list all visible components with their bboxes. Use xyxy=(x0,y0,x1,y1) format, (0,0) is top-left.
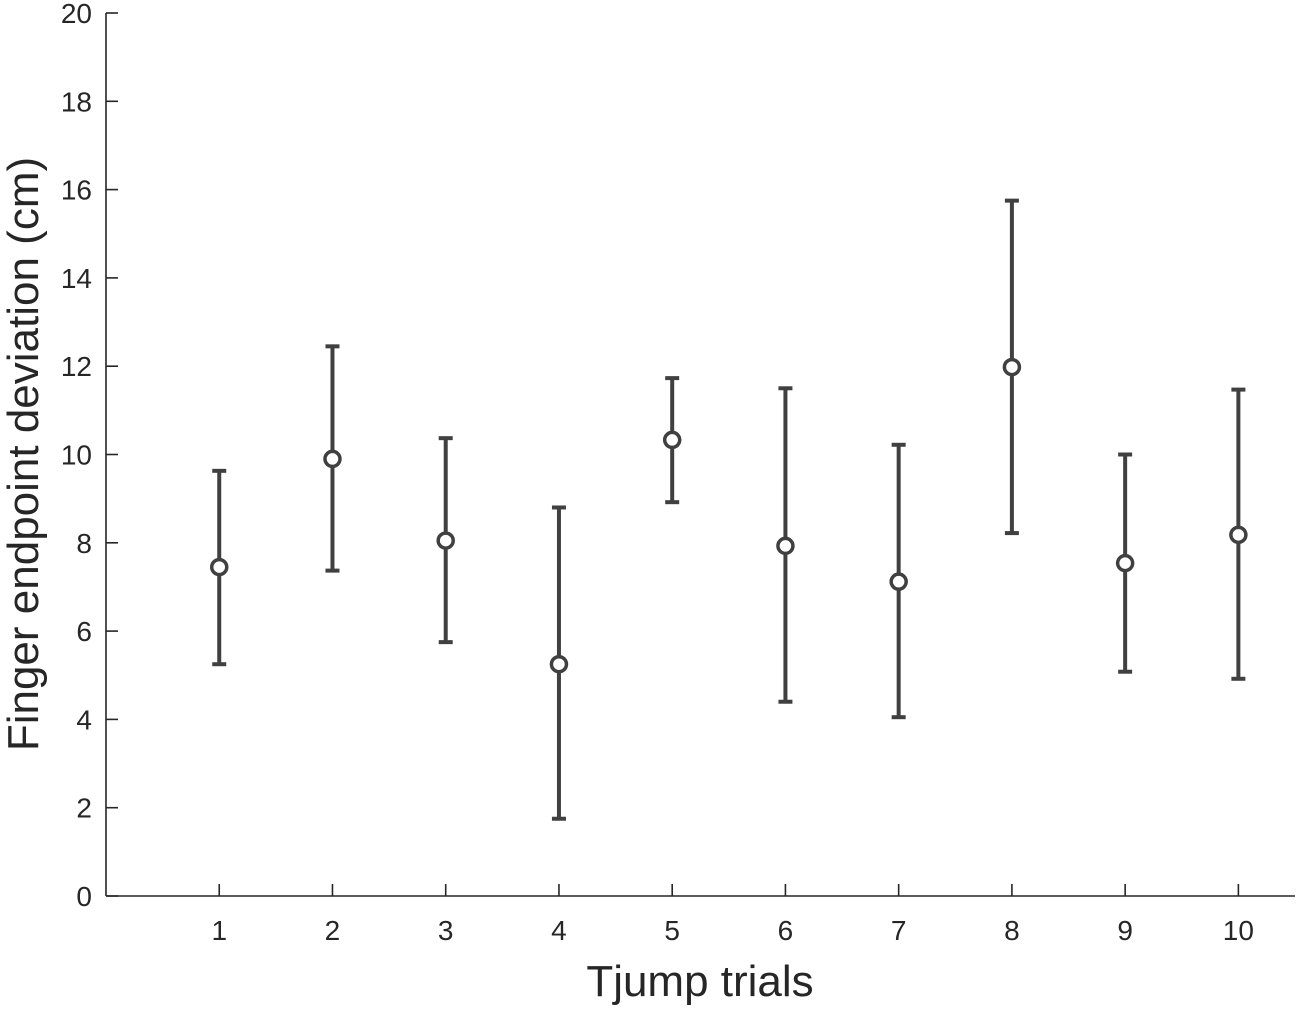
data-point xyxy=(549,654,569,674)
data-point-fill xyxy=(664,432,680,448)
data-point-fill xyxy=(777,538,793,554)
data-point-fill xyxy=(551,656,567,672)
data-point-fill xyxy=(1117,555,1133,571)
data-point xyxy=(889,572,908,591)
x-tick-label: 1 xyxy=(211,915,227,946)
y-tick-label: 6 xyxy=(76,616,92,647)
data-point-fill xyxy=(438,533,454,549)
data-point xyxy=(209,557,229,577)
y-tick-label: 16 xyxy=(61,175,92,206)
y-tick-label: 12 xyxy=(61,351,92,382)
data-point xyxy=(323,449,342,469)
data-point xyxy=(662,430,682,450)
x-tick-label: 9 xyxy=(1117,915,1133,946)
data-point xyxy=(1229,525,1248,545)
y-tick-label: 20 xyxy=(61,0,92,29)
data-point-fill xyxy=(211,559,227,575)
y-tick-label: 0 xyxy=(76,881,92,912)
data-point-fill xyxy=(1230,527,1246,543)
y-tick-label: 18 xyxy=(61,86,92,117)
y-tick-label: 14 xyxy=(61,263,92,294)
x-axis-label: Tjump trials xyxy=(586,957,813,1006)
data-point xyxy=(776,536,795,556)
x-tick-label: 3 xyxy=(438,915,454,946)
y-tick-label: 4 xyxy=(76,704,92,735)
x-tick-label: 2 xyxy=(325,915,341,946)
y-tick-label: 2 xyxy=(76,793,92,824)
data-point-fill xyxy=(324,451,340,467)
x-tick-label: 4 xyxy=(551,915,567,946)
data-point xyxy=(436,531,455,550)
y-tick-label: 8 xyxy=(76,528,92,559)
x-tick-label: 5 xyxy=(664,915,680,946)
data-point xyxy=(1115,553,1135,573)
chart-marks xyxy=(209,198,1248,821)
x-tick-label: 6 xyxy=(778,915,794,946)
data-point-fill xyxy=(1004,359,1020,375)
data-point-fill xyxy=(891,574,907,590)
x-tick-label: 8 xyxy=(1004,915,1020,946)
x-tick-label: 10 xyxy=(1223,915,1254,946)
x-tick-label: 7 xyxy=(891,915,907,946)
y-tick-label: 10 xyxy=(61,440,92,471)
data-point xyxy=(1002,357,1022,377)
y-axis-label: Finger endpoint deviation (cm) xyxy=(0,157,48,751)
